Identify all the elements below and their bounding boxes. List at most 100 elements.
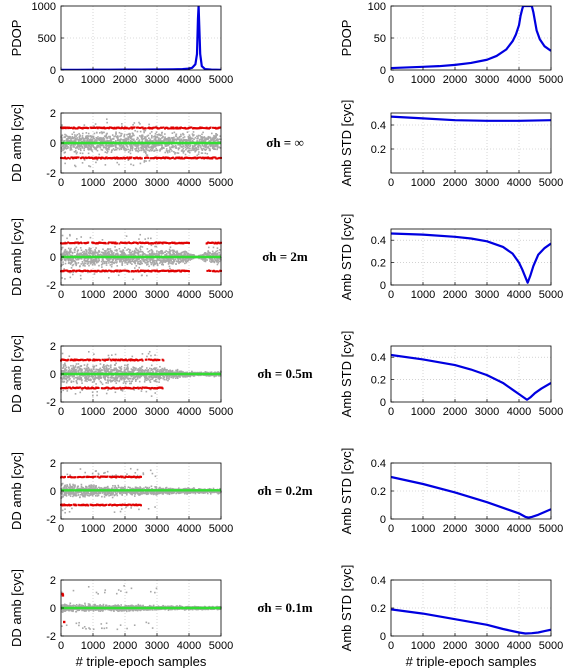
scatter-point — [131, 258, 134, 261]
scatter-point — [201, 136, 203, 138]
x-tick-label: 1000 — [411, 74, 435, 86]
scatter-point — [128, 135, 131, 138]
scatter-outlier — [146, 274, 148, 277]
scatter-point — [135, 149, 137, 152]
scatter-point — [155, 260, 158, 263]
plot-area — [61, 6, 221, 70]
scatter-point — [186, 260, 189, 262]
scatter-point — [204, 258, 206, 260]
scatter-point — [102, 145, 105, 147]
scatter-point — [180, 133, 182, 136]
scatter-point — [116, 261, 118, 263]
scatter-point — [154, 380, 157, 383]
scatter-point — [146, 261, 149, 264]
scatter-point — [109, 258, 111, 260]
scatter-point — [203, 148, 206, 151]
scatter-point — [180, 138, 183, 141]
scatter-point — [106, 151, 108, 154]
scatter-point — [92, 143, 94, 146]
scatter-point — [81, 135, 84, 137]
scatter-point — [102, 146, 105, 149]
scatter-point — [154, 144, 156, 146]
scatter-outlier — [64, 162, 66, 165]
scatter-point — [134, 378, 137, 381]
scatter-point — [143, 374, 145, 377]
red-point — [139, 126, 142, 129]
scatter-point — [88, 264, 90, 267]
scatter-point — [159, 148, 162, 150]
scatter-point — [158, 259, 161, 262]
scatter-point — [119, 147, 121, 149]
scatter-point — [103, 138, 106, 140]
scatter-point — [85, 254, 88, 257]
scatter-point — [175, 369, 177, 372]
scatter-point — [111, 380, 113, 383]
scatter-point — [114, 254, 117, 257]
scatter-point — [132, 376, 135, 379]
scatter-point — [93, 262, 96, 265]
scatter-point — [61, 258, 64, 261]
scatter-point — [214, 145, 217, 148]
x-tick-label: 2000 — [443, 74, 467, 86]
x-tick-label: 4000 — [177, 74, 201, 86]
scatter-point — [63, 136, 66, 139]
y-tick-label: 0 — [50, 65, 56, 77]
scatter-point — [158, 252, 161, 255]
scatter-point — [83, 263, 85, 266]
scatter-point — [119, 253, 122, 256]
scatter-point — [122, 145, 125, 147]
scatter-point — [172, 377, 174, 379]
scatter-point — [211, 137, 214, 140]
scatter-point — [95, 259, 98, 262]
scatter-point — [61, 381, 64, 383]
scatter-point — [130, 371, 133, 374]
scatter-point — [95, 247, 97, 249]
scatter-point — [91, 263, 94, 266]
scatter-point — [157, 253, 160, 255]
y-tick-label: 1000 — [32, 1, 56, 13]
scatter-point — [167, 140, 170, 143]
red-point — [136, 269, 139, 272]
scatter-point — [63, 376, 66, 378]
scatter-point — [179, 376, 181, 378]
scatter-point — [218, 260, 221, 263]
scatter-point — [87, 258, 89, 260]
scatter-point — [216, 263, 219, 266]
scatter-point — [79, 149, 82, 152]
scatter-point — [147, 251, 150, 253]
scatter-point — [78, 375, 81, 377]
red-point — [133, 126, 136, 129]
scatter-point — [215, 254, 217, 257]
red-point — [95, 156, 98, 159]
y-axis-label: Amb STD [cyc] — [339, 100, 354, 187]
red-point — [169, 157, 172, 160]
scatter-point — [193, 374, 196, 377]
scatter-point — [191, 147, 194, 149]
scatter-point — [131, 371, 134, 373]
scatter-point — [72, 364, 74, 367]
scatter-point — [109, 145, 111, 148]
scatter-outlier — [69, 271, 71, 274]
scatter-point — [138, 135, 141, 137]
scatter-point — [148, 379, 151, 382]
scatter-point — [63, 254, 66, 257]
scatter-point — [100, 381, 103, 384]
scatter-point — [165, 145, 167, 147]
scatter-point — [162, 369, 164, 372]
scatter-point — [150, 136, 153, 139]
scatter-point — [109, 144, 112, 147]
scatter-point — [145, 149, 147, 151]
scatter-point — [136, 249, 138, 252]
scatter-point — [177, 259, 180, 262]
scatter-point — [162, 136, 164, 138]
scatter-point — [83, 259, 86, 262]
scatter-point — [215, 136, 218, 138]
scatter-point — [197, 153, 200, 155]
scatter-point — [174, 377, 177, 379]
scatter-point — [77, 363, 80, 365]
red-point — [162, 126, 165, 129]
scatter-point — [72, 263, 75, 266]
scatter-point — [213, 375, 216, 378]
scatter-point — [90, 253, 93, 255]
